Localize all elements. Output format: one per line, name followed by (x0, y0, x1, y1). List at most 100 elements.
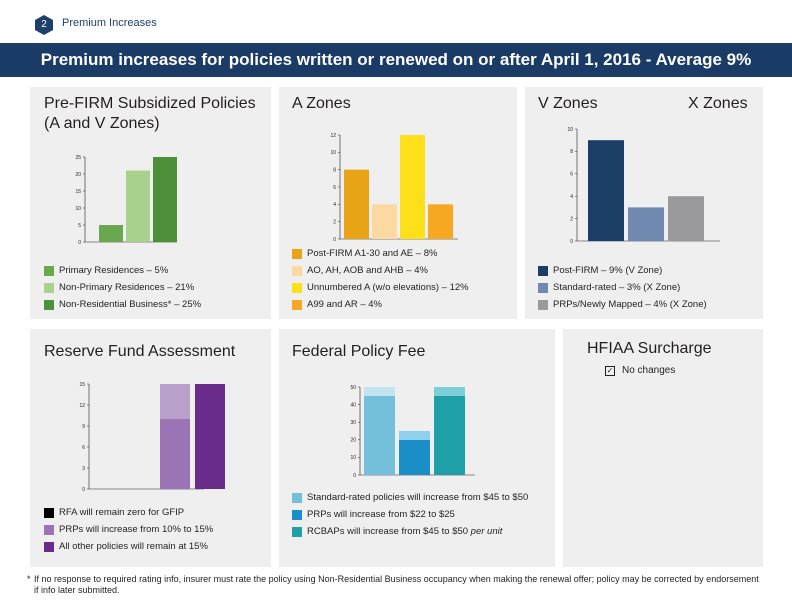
legend-swatch (292, 265, 302, 276)
chart-svg: 0 2 4 6 8 10 12 (330, 133, 458, 243)
legend-swatch (44, 541, 54, 552)
bar-segment (364, 387, 395, 396)
legend-label: Post-FIRM – 9% (V Zone) (553, 265, 663, 276)
bar (344, 169, 369, 239)
legend-item: Standard-rated policies will increase fr… (292, 489, 528, 506)
y-tick-label: 30 (350, 420, 356, 426)
y-tick-label: 8 (333, 167, 336, 173)
y-tick-label: 2 (570, 216, 573, 222)
vzones-legend: Post-FIRM – 9% (V Zone) Standard-rated – … (538, 262, 707, 313)
reserve-chart: 0 3 6 9 12 15 (79, 382, 225, 493)
legend-label: Standard-rated policies will increase fr… (307, 492, 529, 503)
legend-swatch (44, 524, 54, 535)
legend-item: RFA will remain zero for GFIP (44, 504, 213, 521)
y-tick-label: 5 (78, 223, 81, 229)
prefirm-legend: Primary Residences – 5% Non-Primary Resid… (44, 262, 201, 313)
bar (126, 170, 150, 242)
legend-label: Post-FIRM A1-30 and AE – 8% (307, 248, 438, 259)
legend-swatch (292, 526, 302, 537)
legend-label: All other policies will remain at 15% (59, 541, 208, 552)
hfiaa-title: HFIAA Surcharge (587, 340, 712, 357)
bar (400, 135, 425, 239)
federal-chart: 0 10 20 30 40 50 (350, 385, 475, 479)
y-tick-label: 20 (350, 438, 356, 444)
azones-panel: A Zones 0 2 4 6 8 10 12 Post-FIRM A1-30 and AE… (279, 87, 517, 319)
bar-segment (399, 431, 430, 440)
reserve-panel: Reserve Fund Assessment 0 3 6 9 12 15 RFA wil… (30, 329, 271, 567)
legend-swatch (44, 265, 54, 276)
azones-chart: 0 2 4 6 8 10 12 (330, 133, 458, 243)
bar (99, 225, 123, 242)
bar-segment (160, 384, 190, 419)
hfiaa-panel: HFIAA Surcharge ✓ No changes (563, 329, 763, 567)
y-tick-label: 0 (82, 487, 85, 493)
checkbox-icon: ✓ (605, 365, 615, 376)
legend-item: Post-FIRM A1-30 and AE – 8% (292, 245, 469, 262)
prefirm-title-line2: (A and V Zones) (44, 115, 160, 132)
bar (428, 204, 453, 239)
vzones-chart: 0 2 4 6 8 10 (567, 127, 720, 245)
bar (153, 157, 177, 242)
bar (372, 204, 397, 239)
y-tick-label: 0 (570, 239, 573, 245)
legend-item: Unnumbered A (w/o elevations) – 12% (292, 279, 469, 296)
bar-segment (434, 395, 465, 475)
bar (668, 196, 704, 241)
legend-label: A99 and AR – 4% (307, 299, 382, 310)
prefirm-title: Pre-FIRM Subsidized Policies (A and V Zo… (44, 94, 256, 134)
legend-label: Unnumbered A (w/o elevations) – 12% (307, 282, 469, 293)
bar-segment (434, 387, 465, 396)
federal-legend: Standard-rated policies will increase fr… (292, 489, 528, 540)
reserve-legend: RFA will remain zero for GFIP PRPs will i… (44, 504, 213, 555)
y-tick-label: 15 (79, 382, 85, 388)
legend-item: Non-Primary Residences – 21% (44, 279, 201, 296)
hfiaa-note-text: No changes (622, 365, 676, 376)
azones-title: A Zones (292, 95, 351, 112)
chart-svg: 0 5 10 15 20 25 (75, 155, 177, 246)
y-tick-label: 10 (75, 206, 81, 212)
footnote-mark: * (27, 574, 31, 584)
bar-segment (399, 439, 430, 475)
vzones-panel: V Zones X Zones 0 2 4 6 8 10 Post-FIRM – 9% (… (525, 87, 763, 319)
federal-panel: Federal Policy Fee 0 10 20 30 40 50 Standard-… (279, 329, 555, 567)
legend-swatch (292, 299, 302, 310)
section-label: Premium Increases (62, 17, 157, 29)
legend-label: PRPs will increase from 10% to 15% (59, 524, 214, 535)
legend-label: Non-Primary Residences – 21% (59, 282, 195, 293)
xzones-title: X Zones (688, 95, 748, 112)
legend-item: AO, AH, AOB and AHB – 4% (292, 262, 469, 279)
federal-title: Federal Policy Fee (292, 343, 426, 360)
azones-legend: Post-FIRM A1-30 and AE – 8% AO, AH, AOB a… (292, 245, 469, 313)
bar-segment (195, 384, 225, 489)
y-tick-label: 15 (75, 189, 81, 195)
y-tick-label: 6 (570, 172, 573, 178)
y-tick-label: 25 (75, 155, 81, 161)
bar-segment (160, 419, 190, 489)
footnote-text: If no response to required rating info, … (34, 574, 759, 595)
legend-label: AO, AH, AOB and AHB – 4% (307, 265, 428, 276)
chart-svg: 0 3 6 9 12 15 (79, 382, 225, 493)
bar (628, 207, 664, 241)
legend-item: Standard-rated – 3% (X Zone) (538, 279, 707, 296)
prefirm-title-line1: Pre-FIRM Subsidized Policies (44, 95, 256, 112)
prefirm-panel: Pre-FIRM Subsidized Policies (A and V Zo… (30, 87, 271, 319)
legend-swatch (44, 282, 54, 293)
y-tick-label: 9 (82, 424, 85, 430)
legend-label: PRPs will increase from $22 to $25 (307, 509, 455, 520)
legend-item: Non-Residential Business* – 25% (44, 296, 201, 313)
y-tick-label: 4 (570, 194, 573, 200)
legend-swatch (292, 282, 302, 293)
legend-label: Non-Residential Business* – 25% (59, 299, 202, 310)
legend-item: PRPs/Newly Mapped – 4% (X Zone) (538, 296, 707, 313)
legend-item: All other policies will remain at 15% (44, 538, 213, 555)
prefirm-chart: 0 5 10 15 20 25 (75, 155, 177, 246)
legend-swatch (538, 265, 548, 276)
banner-title: Premium increases for policies written o… (0, 43, 792, 77)
legend-swatch (44, 299, 54, 310)
y-tick-label: 12 (79, 403, 85, 409)
legend-swatch (538, 282, 548, 293)
legend-item: PRPs will increase from $22 to $25 (292, 506, 528, 523)
legend-swatch (44, 507, 54, 518)
legend-label: RFA will remain zero for GFIP (59, 507, 185, 518)
legend-swatch (292, 248, 302, 259)
